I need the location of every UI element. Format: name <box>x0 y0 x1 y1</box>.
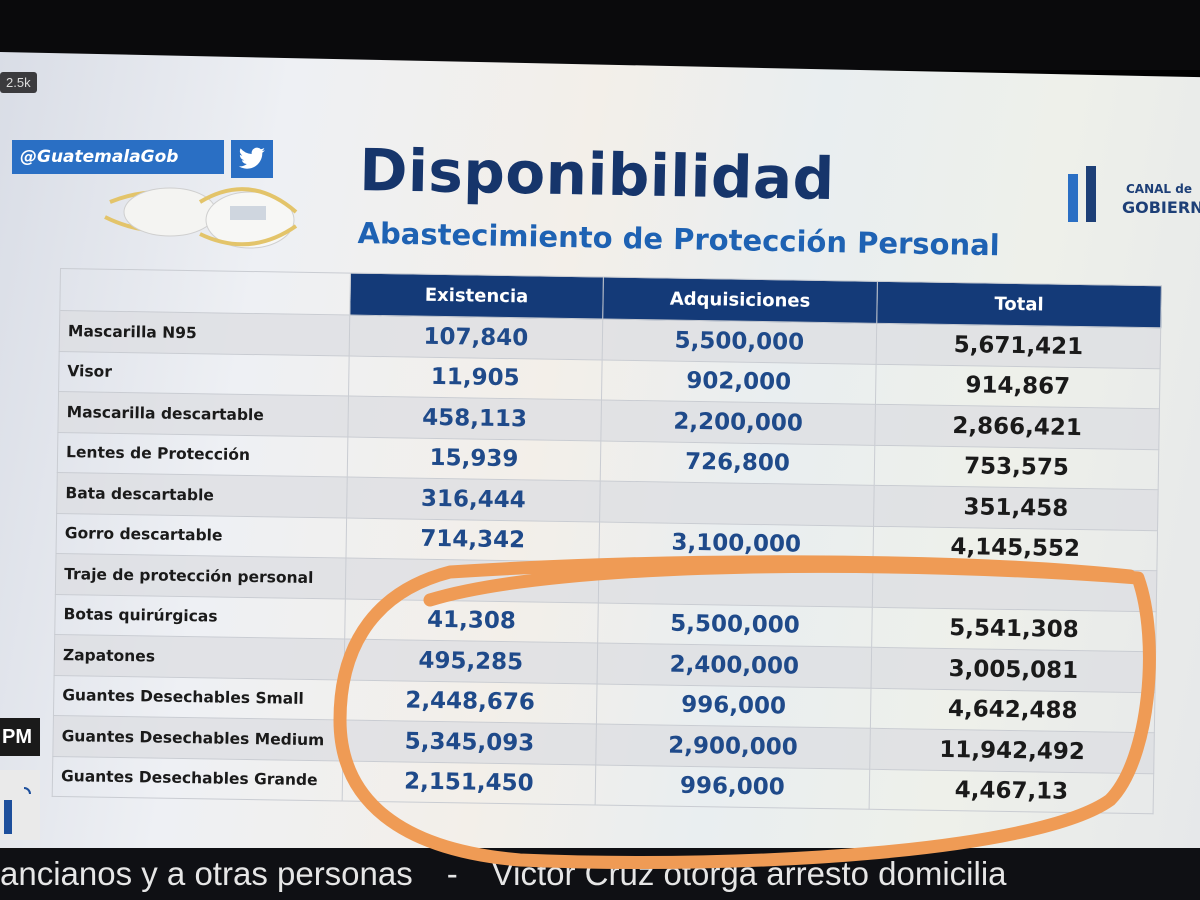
row-adquisiciones: 3,100,000 <box>598 521 874 567</box>
broadcaster-logo <box>0 770 40 840</box>
row-item-name: Guantes Desechables Grande <box>52 755 343 801</box>
row-adquisiciones: 2,900,000 <box>595 723 871 769</box>
row-item-name: Guantes Desechables Small <box>53 674 345 721</box>
row-total: 11,942,492 <box>869 728 1155 774</box>
row-adquisiciones: 726,800 <box>600 440 875 486</box>
row-adquisiciones: 5,500,000 <box>597 602 873 648</box>
row-adquisiciones: 5,500,000 <box>601 319 877 364</box>
header-blank-cell <box>59 268 351 316</box>
row-item-name: Guantes Desechables Medium <box>52 715 344 761</box>
row-item-name: Mascarilla descartable <box>57 391 349 437</box>
column-header-total: Total <box>876 281 1162 328</box>
row-total: 4,642,488 <box>870 687 1155 733</box>
row-existencia: 5,345,093 <box>342 720 597 765</box>
row-existencia: 714,342 <box>345 517 600 562</box>
clock-time-suffix: PM <box>0 718 40 756</box>
news-ticker: ancianos y a otras personas - Victor Cruz … <box>0 848 1200 900</box>
row-existencia: 15,939 <box>347 436 601 482</box>
row-item-name: Gorro descartable <box>56 512 347 559</box>
row-existencia: 41,308 <box>344 598 599 643</box>
row-adquisiciones: 902,000 <box>601 359 877 405</box>
row-total: 2,866,421 <box>874 404 1160 450</box>
row-total: 5,671,421 <box>876 323 1161 369</box>
logo-line-1: CANAL de <box>1126 182 1192 196</box>
row-total: 753,575 <box>874 444 1159 490</box>
page-title: Disponibilidad <box>358 136 836 214</box>
row-item-name: Visor <box>58 350 350 397</box>
row-adquisiciones: 2,400,000 <box>596 642 872 688</box>
row-adquisiciones: 996,000 <box>594 764 870 810</box>
row-total: 3,005,081 <box>871 647 1156 693</box>
logo-line-2: GOBIERNO <box>1122 198 1200 217</box>
twitter-icon[interactable] <box>231 140 273 178</box>
row-existencia <box>345 558 599 603</box>
row-total <box>872 566 1157 612</box>
row-item-name: Bata descartable <box>56 472 348 518</box>
row-item-name: Zapatones <box>54 634 345 680</box>
n95-mask-image <box>104 187 298 249</box>
view-count-badge: 2.5k <box>0 72 37 93</box>
row-total: 351,458 <box>873 485 1159 531</box>
row-existencia: 107,840 <box>349 315 603 360</box>
twitter-handle[interactable]: @GuatemalaGob <box>12 140 224 174</box>
row-total: 914,867 <box>875 363 1161 409</box>
row-existencia: 458,113 <box>347 396 602 441</box>
row-adquisiciones: 2,200,000 <box>600 400 876 445</box>
row-item-name: Traje de protección personal <box>55 553 346 599</box>
row-total: 5,541,308 <box>871 606 1157 652</box>
row-existencia: 2,151,450 <box>342 760 596 805</box>
row-adquisiciones <box>598 561 873 607</box>
canal-de-gobierno-logo: CANAL de GOBIERNO <box>1066 162 1200 232</box>
column-header-existencia: Existencia <box>349 273 604 320</box>
row-total: 4,145,552 <box>872 525 1158 571</box>
ticker-text-right: Victor Cruz otorga arresto domicilia <box>491 855 1007 892</box>
row-existencia: 495,285 <box>344 639 598 684</box>
column-header-adquisiciones: Adquisiciones <box>602 277 878 324</box>
row-item-name: Botas quirúrgicas <box>54 593 346 640</box>
row-adquisiciones <box>599 481 875 526</box>
row-total: 4,467,13 <box>869 768 1154 814</box>
ticker-separator: - <box>446 855 458 892</box>
row-existencia: 2,448,676 <box>343 679 597 724</box>
row-existencia: 11,905 <box>348 355 602 401</box>
row-adquisiciones: 996,000 <box>596 683 872 729</box>
row-item-name: Lentes de Protección <box>57 431 348 478</box>
row-item-name: Mascarilla N95 <box>59 310 350 356</box>
ticker-text-left: ancianos y a otras personas <box>0 855 413 892</box>
row-existencia: 316,444 <box>346 477 601 522</box>
supply-table: Existencia Adquisiciones Total Mascarill… <box>52 268 1162 814</box>
